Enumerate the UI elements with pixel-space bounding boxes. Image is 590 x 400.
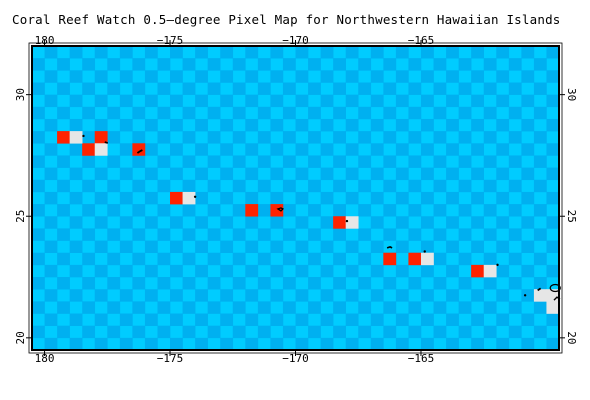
land-pixel <box>483 264 497 278</box>
gardner-pinnacles-outline <box>345 219 349 223</box>
lat-label-right: 25 <box>565 210 578 223</box>
kauai-outline <box>549 283 561 293</box>
pixel-layer <box>57 131 560 314</box>
lon-label-bottom: −175 <box>157 352 184 365</box>
reef-pixel <box>245 204 259 217</box>
lon-label-bottom: 180 <box>35 352 55 365</box>
reef-pixel <box>170 191 183 205</box>
pearl-hermes-outline <box>136 149 143 154</box>
lon-label-bottom: −165 <box>408 352 435 365</box>
lat-label-left: 20 <box>14 331 27 344</box>
reef-pixel <box>333 216 346 229</box>
lon-label-top: −165 <box>408 34 435 47</box>
land-pixel <box>94 143 108 156</box>
lehua-outline <box>523 294 527 297</box>
niihau-outline <box>537 287 542 292</box>
lat-label-left: 25 <box>14 210 27 223</box>
lisianski-outline <box>193 195 197 198</box>
reef-pixel <box>57 131 70 144</box>
ocean-checkerboard <box>32 46 560 351</box>
map-frame <box>31 45 560 351</box>
necker-outline <box>423 250 426 253</box>
reef-pixel <box>471 264 485 278</box>
midway-atoll-outline <box>104 141 109 144</box>
land-pixel <box>420 252 434 266</box>
lon-label-top: −170 <box>282 34 309 47</box>
maro-reef-outline <box>276 207 285 212</box>
land-pixel <box>182 191 196 205</box>
reef-pixel <box>82 143 96 156</box>
reef-pixel <box>94 131 108 144</box>
reef-pixel <box>408 252 422 266</box>
reef-pixel <box>270 204 284 217</box>
kure-atoll-outline <box>82 134 85 138</box>
land-pixel <box>546 301 560 314</box>
land-pixel <box>345 216 359 229</box>
lon-label-top: −175 <box>157 34 184 47</box>
lon-label-bottom: −170 <box>282 352 309 365</box>
lat-label-left: 30 <box>14 88 27 101</box>
axis-ticks: 180 180 −175 −175 −170 −170 −165 −165 30 30 25 25 20… <box>14 34 578 365</box>
land-pixel <box>69 131 83 144</box>
reef-pixel <box>383 252 397 266</box>
land-pixel <box>533 289 547 302</box>
lon-label-top: 180 <box>35 34 55 47</box>
nihoa-outline <box>496 263 499 267</box>
map-title: Coral Reef Watch 0.5–degree Pixel Map fo… <box>12 12 561 27</box>
reef-pixel <box>132 143 146 156</box>
outer-frame <box>28 42 563 354</box>
lat-label-right: 20 <box>565 331 578 344</box>
lat-label-right: 30 <box>565 88 578 101</box>
french-frigate-shoals-outline <box>386 245 393 249</box>
